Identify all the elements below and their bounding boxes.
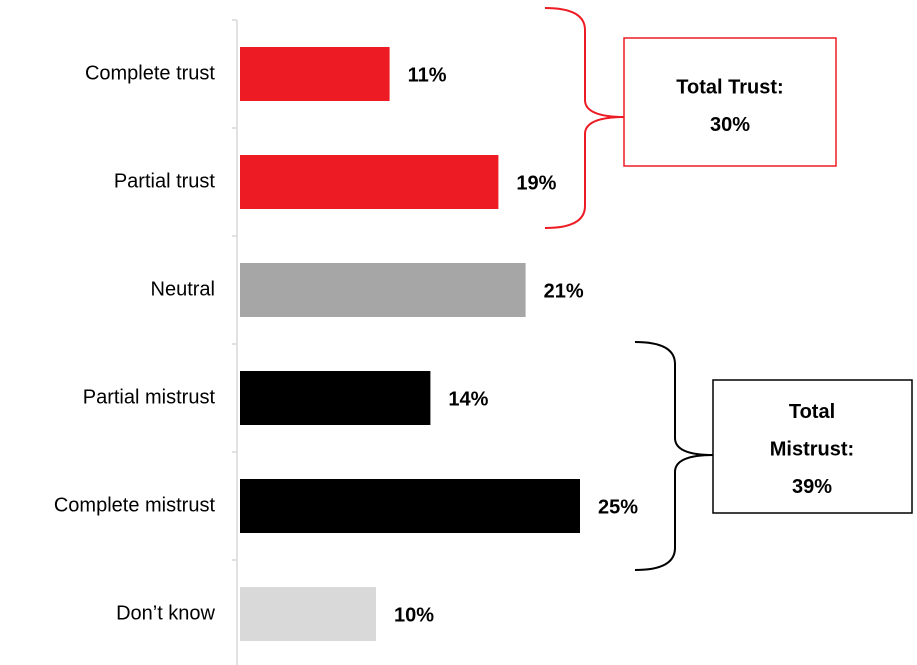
category-label: Complete trust	[85, 62, 215, 84]
trust-bracket	[544, 7, 626, 229]
annotation-text: Mistrust:	[770, 438, 854, 460]
mistrust-box	[712, 379, 913, 514]
annotation-text: 39%	[792, 476, 832, 498]
value-label: 11%	[408, 64, 447, 86]
category-label: Complete mistrust	[54, 494, 216, 516]
bar	[240, 371, 431, 425]
category-label: Don’t know	[116, 602, 215, 624]
category-label: Neutral	[151, 278, 215, 300]
value-label: 14%	[448, 388, 488, 410]
annotation-text: Total Trust:	[676, 77, 783, 99]
bar	[240, 263, 526, 317]
bar	[240, 479, 580, 533]
annotation-text: Total	[789, 401, 835, 423]
value-label: 25%	[598, 496, 638, 518]
bar	[240, 155, 499, 209]
value-label: 19%	[516, 172, 556, 194]
bar	[240, 47, 390, 101]
value-label: 21%	[544, 280, 584, 302]
mistrust-bracket	[634, 341, 714, 571]
bar	[240, 587, 376, 641]
trust-box	[623, 37, 837, 167]
category-label: Partial mistrust	[83, 386, 216, 408]
value-label: 10%	[394, 604, 434, 626]
category-label: Partial trust	[114, 170, 216, 192]
annotation-text: 30%	[710, 114, 750, 136]
